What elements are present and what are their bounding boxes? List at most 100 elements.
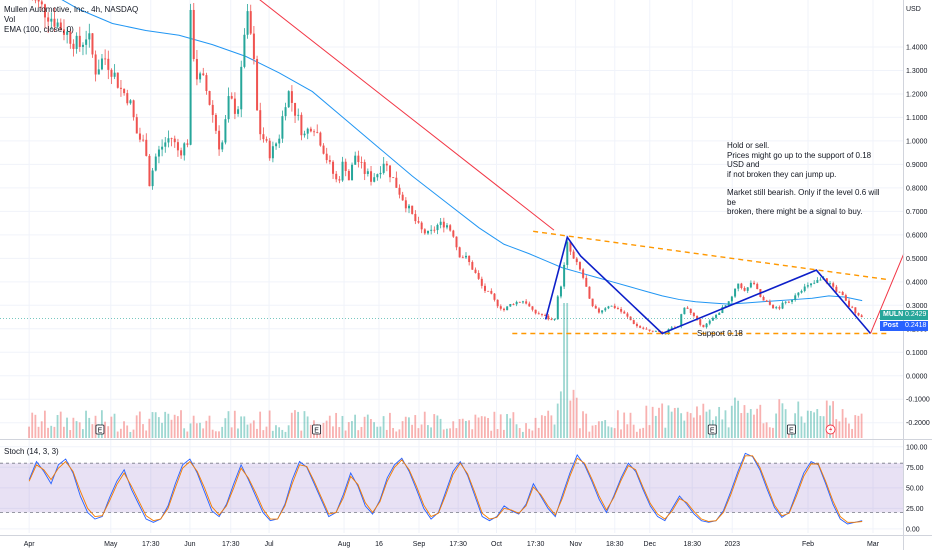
volume-bar [661,403,664,438]
price-tick-label: 0.4000 [906,279,928,286]
price-tick-label: 1.4000 [906,44,928,51]
candle-body [154,156,157,171]
volume-bar [389,412,391,438]
candle-body [490,290,493,294]
volume-bar [756,408,759,438]
candle-body [531,306,534,310]
candle-body [360,162,363,163]
volume-indicator-label[interactable]: Vol [4,15,16,24]
candle-body [645,328,648,330]
candle-body [588,286,591,299]
ema-indicator-label[interactable]: EMA (100, close, 0) [4,25,74,34]
volume-bar [401,421,404,438]
volume-bar [145,430,148,438]
candle-body [294,102,297,116]
volume-bar [259,411,262,438]
candle-body [496,299,499,307]
volume-bar [81,429,84,438]
candle-body [107,58,110,70]
volume-bar [338,427,341,438]
stoch-title[interactable]: Stoch (14, 3, 3) [4,447,59,456]
volume-bar [635,431,638,438]
currency-label: USD [906,6,921,13]
volume-bar [477,417,480,438]
candle-body [176,142,179,151]
candle-body [43,4,46,18]
volume-bar [180,410,182,438]
volume-bar [278,427,281,438]
candle-body [702,324,705,328]
candle-body [616,308,619,310]
candle-body [711,317,714,321]
volume-bar [221,426,224,438]
time-tick-label: Feb [802,541,814,548]
candle-body [164,142,167,147]
candle-body [404,200,407,209]
grid-layer [0,0,903,533]
volume-bar [648,425,651,438]
volume-bar [53,426,56,438]
volume-bar [509,418,512,438]
volume-bar [195,423,198,438]
price-tick-label: 0.1000 [906,350,928,357]
volume-bar [667,405,670,438]
volume-bar [765,422,768,438]
candle-body [651,330,654,332]
volume-bar [819,416,822,438]
price-tick-label: 0.9000 [906,162,928,169]
volume-bar [151,412,154,438]
candle-body [157,149,160,157]
zigzag-pattern [544,235,872,335]
candle-body [632,320,635,324]
symbol-title[interactable]: Mullen Automotive, Inc., 4h, NASDAQ [4,5,139,14]
volume-bar [775,413,778,438]
volume-bar [183,428,186,438]
candle-body [427,230,430,234]
volume-bar [164,411,167,438]
volume-bar [240,416,243,438]
note-line-1: Hold or sell. Prices might go up to the … [727,141,872,179]
volume-bar [597,421,600,438]
volume-bar [721,419,724,438]
volume-bar [670,411,673,438]
volume-bar [629,412,632,438]
volume-bar [161,422,163,438]
volume-bar [189,423,192,438]
volume-bar [37,426,40,438]
candle-body [224,119,227,143]
volume-bar [100,410,103,438]
candle-body [512,303,515,305]
candle-body [88,33,91,40]
volume-bar [829,405,831,438]
candle-body [762,296,765,301]
candle-body [335,173,338,180]
candle-body [401,194,404,201]
candle-body [341,161,344,181]
volume-bar [708,409,711,438]
price-tick-label: 1.2000 [906,91,928,98]
volume-bar [569,400,572,438]
time-tick-label: 17:30 [142,541,160,548]
volume-bar [157,417,160,438]
volume-bar [499,414,502,438]
volume-bar [138,411,141,438]
volume-bar [287,425,290,438]
ema-100-line [61,0,863,305]
candle-body [594,306,597,309]
candle-body [825,278,828,284]
candle-body [338,179,341,181]
volume-bar [385,429,388,438]
candle-body [449,225,452,231]
volume-bar [822,416,825,438]
candle-body [775,307,778,309]
volume-bar [224,418,227,438]
candle-body [740,283,743,288]
candle-body [56,22,59,27]
volume-bar [797,401,800,438]
volume-bar [47,427,49,438]
volume-bar [490,430,493,438]
candle-body [180,150,183,156]
candle-body [854,307,857,314]
candle-body [119,87,122,89]
candle-body [186,143,189,145]
